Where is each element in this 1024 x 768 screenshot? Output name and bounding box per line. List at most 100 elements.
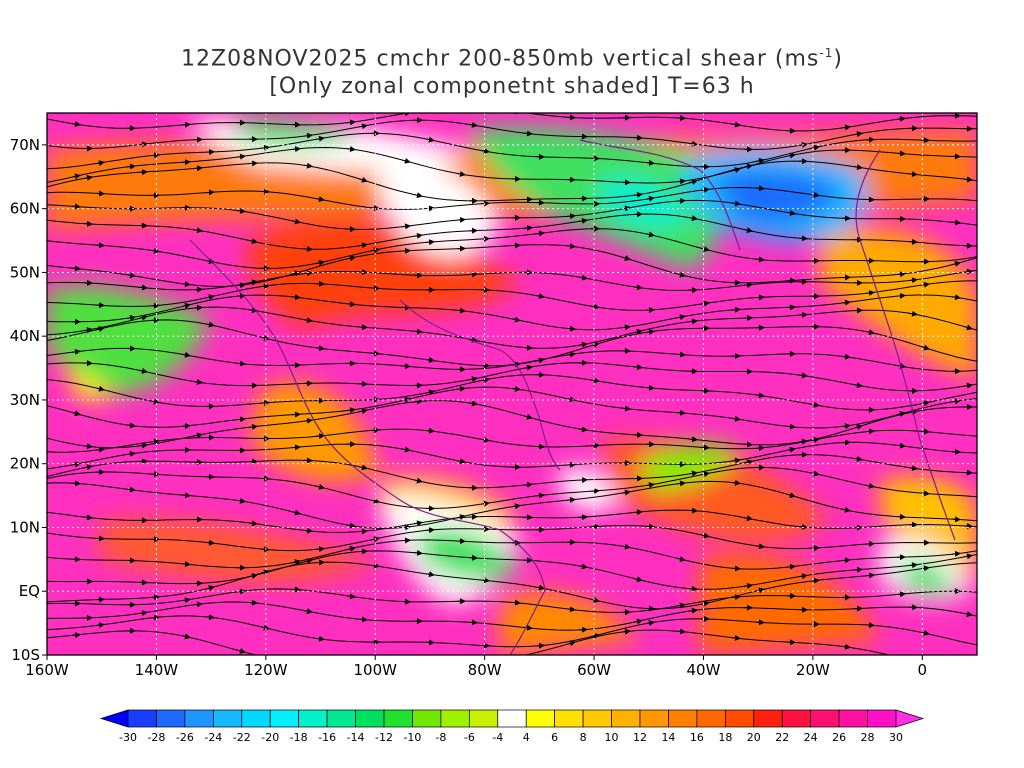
streamline-arrow — [181, 561, 191, 568]
streamline-arrow — [456, 216, 466, 223]
streamline-arrow — [798, 438, 808, 445]
streamline-arrow — [138, 442, 148, 449]
streamline-arrow — [633, 284, 643, 291]
streamline-arrow — [841, 353, 851, 360]
streamline-arrow — [908, 465, 918, 472]
streamline — [47, 186, 977, 210]
colorbar-box — [127, 709, 157, 728]
streamline-arrow — [480, 377, 490, 383]
streamline-arrow — [71, 173, 81, 180]
streamline-arrow — [523, 130, 533, 137]
streamline-arrow — [963, 611, 973, 617]
streamline-arrow — [401, 157, 411, 164]
colorbar-box — [298, 709, 328, 728]
streamline-arrow — [205, 294, 215, 301]
streamline-arrow — [83, 464, 93, 471]
streamline-arrow — [645, 482, 655, 489]
lon-tick-label: 40W — [687, 661, 721, 679]
streamline-arrow — [126, 272, 136, 279]
streamline-arrow — [303, 162, 313, 169]
streamline-arrow — [566, 606, 576, 613]
lat-lon-gridlines — [47, 113, 977, 655]
streamline-arrow — [865, 428, 875, 435]
streamline — [47, 467, 977, 509]
streamline-arrow — [456, 170, 466, 177]
lon-tick-label: 0 — [918, 661, 928, 679]
streamline-arrow — [83, 443, 93, 450]
streamline-arrow — [731, 594, 741, 601]
streamline-arrow — [645, 384, 655, 391]
streamline-arrow — [292, 662, 298, 663]
streamline-arrow — [315, 635, 325, 642]
streamline-arrow — [205, 321, 215, 328]
streamline-arrow — [358, 616, 368, 623]
streamline-arrow — [963, 324, 973, 331]
streamline-arrow — [731, 634, 741, 641]
lon-tick-label: 140W — [135, 661, 179, 679]
streamline-arrow — [303, 527, 313, 534]
streamline-arrow — [731, 415, 741, 422]
streamline-arrow — [896, 442, 906, 449]
streamline-arrow — [260, 144, 270, 151]
streamline — [47, 480, 977, 529]
streamline-arrow — [743, 515, 753, 522]
streamline-arrow — [138, 141, 148, 148]
streamline-arrow — [150, 398, 160, 405]
streamline-arrow — [401, 223, 411, 230]
streamline-arrow — [523, 364, 533, 371]
streamline-arrow — [181, 302, 191, 309]
streamline-arrow — [535, 584, 545, 591]
streamline-arrow — [150, 438, 160, 445]
streamline-arrow — [138, 284, 148, 291]
colorbar-box — [184, 709, 214, 728]
map-title-line2: [Only zonal componetnt shaded] T=63 h — [269, 74, 755, 99]
colorbar-level-label: -10 — [403, 731, 421, 744]
streamline-arrow — [315, 546, 325, 553]
streamline-arrow — [425, 427, 435, 434]
streamline-arrow — [951, 294, 961, 301]
streamline-arrow — [315, 196, 325, 203]
colorbar-level-label: -6 — [464, 731, 475, 744]
streamline-arrow — [535, 293, 545, 300]
colorbar-level-label: -24 — [204, 731, 222, 744]
colorbar-min-triangle — [99, 709, 129, 728]
streamline-arrow — [633, 364, 643, 371]
streamline-arrow — [688, 318, 698, 325]
streamline-arrow — [291, 559, 301, 566]
streamline-arrow — [291, 444, 301, 451]
colorbar-box — [412, 709, 442, 728]
streamline-arrow — [303, 132, 313, 139]
streamline-arrow — [645, 620, 655, 627]
streamline-arrow — [865, 329, 875, 336]
streamline-arrow — [755, 256, 765, 263]
streamline-arrow — [401, 446, 411, 453]
streamline-arrow — [908, 310, 918, 317]
lon-tick-label: 160W — [25, 661, 69, 679]
streamline-arrow — [731, 457, 741, 464]
colorbar-level-label: 4 — [523, 731, 530, 744]
streamline-arrow — [346, 407, 356, 414]
streamline-arrow — [743, 582, 753, 589]
streamline-arrow — [514, 654, 521, 655]
streamline-arrow — [535, 230, 545, 237]
colorbar-level-label: 26 — [832, 731, 846, 744]
streamline-arrow — [590, 303, 600, 310]
colorbar-level-label: -18 — [290, 731, 308, 744]
streamline-arrow — [743, 163, 753, 170]
streamline-arrow — [853, 382, 863, 389]
streamline-arrow — [511, 361, 521, 368]
streamline-arrow — [621, 324, 631, 331]
colorbar-level-label: 16 — [690, 731, 704, 744]
streamline-arrow — [841, 643, 851, 650]
streamline-arrow — [786, 446, 796, 453]
streamline-arrow — [621, 489, 631, 496]
colorbar-level-label: -12 — [375, 731, 393, 744]
streamline-arrow — [303, 417, 313, 424]
streamline-arrow — [810, 401, 820, 408]
streamline-arrow — [480, 148, 490, 154]
streamline-arrow — [633, 509, 643, 516]
streamline-arrow — [370, 562, 380, 569]
streamline-arrow — [899, 654, 906, 655]
streamline-arrow — [303, 608, 313, 615]
streamline-arrow — [248, 520, 258, 527]
